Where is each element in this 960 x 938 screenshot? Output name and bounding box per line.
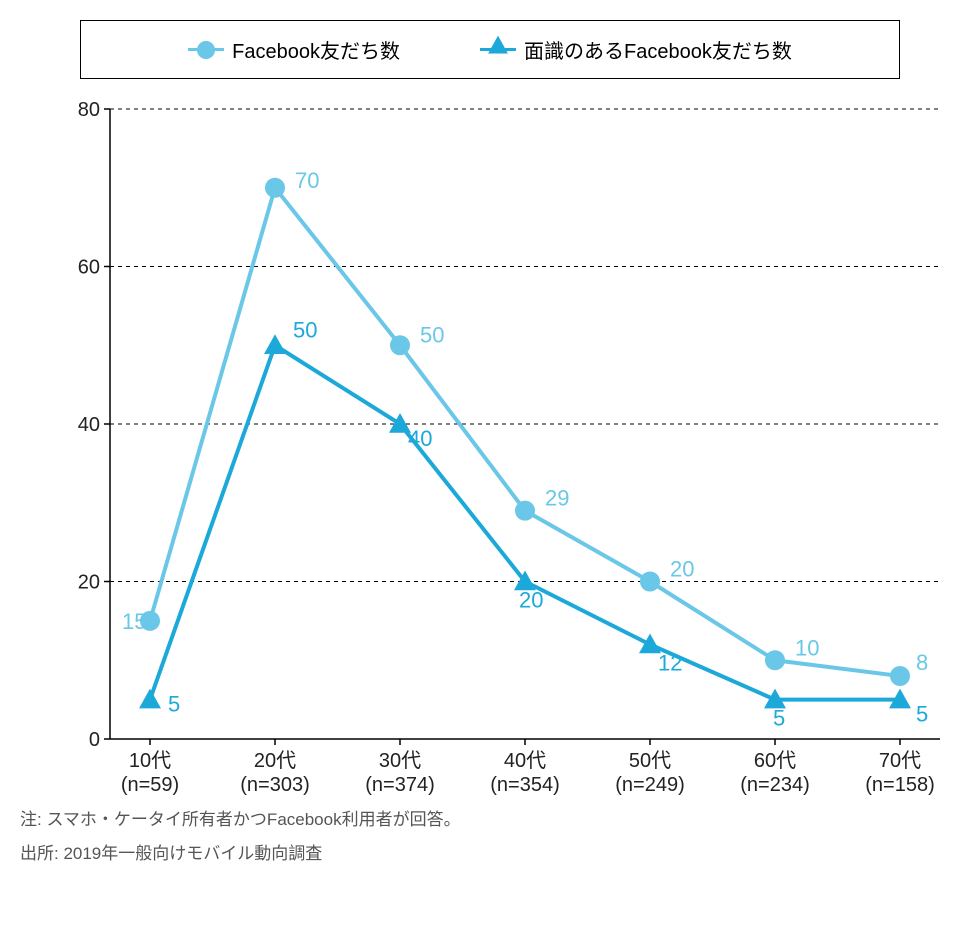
svg-text:40代: 40代: [504, 749, 546, 772]
svg-text:50代: 50代: [629, 749, 671, 772]
svg-text:70代: 70代: [879, 749, 921, 772]
legend: Facebook友だち数 面識のあるFacebook友だち数: [80, 20, 900, 79]
svg-text:5: 5: [773, 706, 785, 731]
svg-text:0: 0: [89, 729, 100, 751]
svg-text:(n=249): (n=249): [615, 774, 685, 796]
legend-item-1: Facebook友だち数: [188, 35, 400, 64]
legend-item-2: 面識のあるFacebook友だち数: [480, 35, 792, 64]
svg-text:20: 20: [519, 588, 543, 613]
footnote-1: 注: スマホ・ケータイ所有者かつFacebook利用者が回答。: [20, 807, 940, 833]
legend-swatch-2: [480, 48, 516, 51]
svg-text:(n=234): (n=234): [740, 774, 810, 796]
svg-text:40: 40: [78, 414, 100, 436]
svg-text:(n=158): (n=158): [865, 774, 935, 796]
svg-text:10: 10: [795, 635, 819, 660]
chart: 0 20 40 60 80 10代(n=59) 20代(n=303) 30代(n=374) 40…: [70, 99, 920, 799]
svg-text:20: 20: [78, 572, 100, 594]
svg-text:60代: 60代: [754, 749, 796, 772]
svg-text:20: 20: [670, 557, 694, 582]
svg-text:50: 50: [420, 322, 444, 347]
svg-text:(n=303): (n=303): [240, 774, 310, 796]
legend-swatch-1: [188, 48, 224, 51]
legend-label-2: 面識のあるFacebook友だち数: [524, 35, 792, 64]
footnote-2: 出所: 2019年一般向けモバイル動向調査: [20, 841, 940, 867]
svg-text:(n=354): (n=354): [490, 774, 560, 796]
svg-text:30代: 30代: [379, 749, 421, 772]
svg-text:60: 60: [78, 257, 100, 279]
svg-text:8: 8: [916, 650, 928, 675]
svg-text:12: 12: [658, 651, 682, 676]
legend-label-1: Facebook友だち数: [232, 35, 400, 64]
svg-text:10代: 10代: [129, 749, 171, 772]
svg-text:80: 80: [78, 99, 100, 121]
svg-text:5: 5: [168, 692, 180, 717]
svg-text:40: 40: [408, 426, 432, 451]
svg-text:70: 70: [295, 168, 319, 193]
svg-text:(n=59): (n=59): [121, 774, 179, 796]
svg-text:(n=374): (n=374): [365, 774, 435, 796]
line-chart-svg: 0 20 40 60 80 10代(n=59) 20代(n=303) 30代(n=374) 40…: [70, 99, 950, 799]
svg-text:5: 5: [916, 702, 928, 727]
svg-text:50: 50: [293, 317, 317, 342]
svg-text:15: 15: [122, 609, 146, 634]
svg-text:29: 29: [545, 486, 569, 511]
svg-text:20代: 20代: [254, 749, 296, 772]
